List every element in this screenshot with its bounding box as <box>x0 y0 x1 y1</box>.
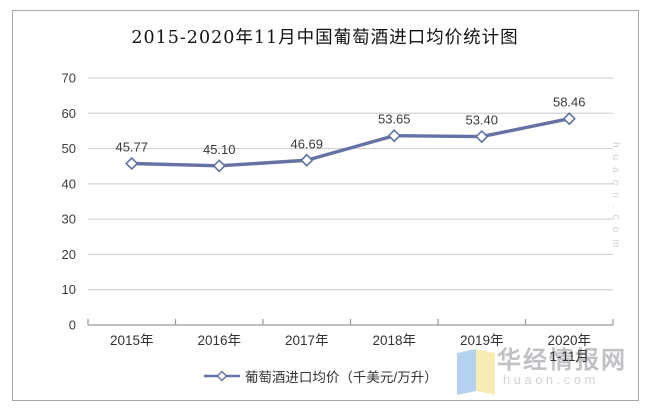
data-point-marker <box>562 112 576 126</box>
watermark-domain: huaon.com <box>503 372 599 387</box>
x-category-label: 1-11月 <box>549 349 589 364</box>
y-tick-label: 10 <box>62 282 76 297</box>
legend-label: 葡萄酒进口均价（千美元/万升） <box>244 370 438 385</box>
data-point-label: 45.10 <box>203 142 236 157</box>
legend-line-diamond-icon <box>203 370 240 382</box>
data-point-label: 53.40 <box>465 113 498 128</box>
data-point-label: 45.77 <box>115 139 148 154</box>
data-point-label: 58.46 <box>553 95 586 110</box>
x-category-label: 2018年 <box>372 333 416 348</box>
data-point-marker <box>475 129 489 144</box>
chart-title: 2015-2020年11月中国葡萄酒进口均价统计图 <box>131 28 519 48</box>
watermark-side-domain: huaon.com <box>610 142 621 255</box>
y-tick-label: 60 <box>62 106 76 121</box>
x-category-label: 2016年 <box>197 333 241 348</box>
y-tick-label: 50 <box>62 141 76 156</box>
chart-frame <box>12 10 639 401</box>
data-point-label: 53.65 <box>378 112 411 127</box>
watermark-brand: 华经情报网 <box>497 347 627 374</box>
x-category-label: 2020年 <box>547 333 591 348</box>
x-category-label: 2019年 <box>460 333 504 348</box>
y-tick-label: 40 <box>62 176 76 191</box>
data-point-marker <box>212 159 226 173</box>
data-point-label: 46.69 <box>290 136 323 151</box>
series-line <box>130 117 571 168</box>
y-tick-label: 20 <box>62 247 76 262</box>
x-category-label: 2015年 <box>110 333 154 348</box>
legend: 葡萄酒进口均价（千美元/万升） <box>203 366 438 386</box>
y-tick-label: 70 <box>62 71 76 86</box>
y-tick-label: 30 <box>62 212 76 227</box>
x-category-label: 2017年 <box>285 333 329 348</box>
y-tick-label: 0 <box>69 318 76 333</box>
data-point-marker <box>300 153 314 167</box>
data-point-marker <box>125 156 139 171</box>
data-point-marker <box>387 129 401 143</box>
